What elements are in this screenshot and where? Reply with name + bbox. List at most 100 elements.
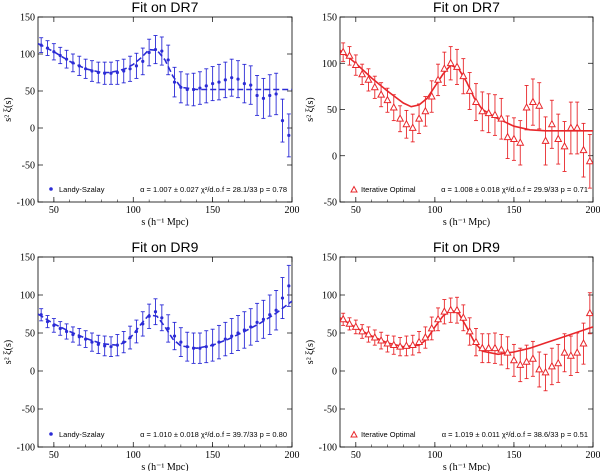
data-point bbox=[396, 342, 405, 350]
y-tick-label: 150 bbox=[322, 13, 337, 24]
data-point bbox=[579, 338, 588, 347]
data-point bbox=[274, 92, 278, 96]
data-point bbox=[198, 86, 202, 90]
data-point bbox=[172, 334, 177, 338]
data-point bbox=[364, 75, 373, 83]
data-point bbox=[223, 337, 227, 341]
data-point bbox=[103, 71, 107, 75]
data-point bbox=[287, 133, 291, 137]
x-axis-label: s (h⁻¹ Mpc) bbox=[443, 217, 490, 228]
data-point bbox=[446, 305, 455, 314]
data-point bbox=[408, 340, 417, 349]
data-point bbox=[446, 58, 455, 67]
data-point bbox=[128, 335, 132, 340]
axes-frame bbox=[37, 256, 293, 448]
data-point bbox=[345, 51, 354, 59]
data-point bbox=[547, 119, 556, 128]
y-tick-label: 50 bbox=[327, 105, 337, 116]
x-tick-label: 150 bbox=[205, 450, 220, 461]
data-point bbox=[377, 90, 386, 98]
data-point bbox=[389, 102, 398, 111]
data-point bbox=[528, 97, 537, 105]
data-point bbox=[547, 361, 556, 370]
data-point bbox=[484, 108, 493, 117]
data-point bbox=[52, 50, 56, 54]
panel-title: Fit on DR9 bbox=[433, 239, 500, 255]
data-point bbox=[427, 323, 436, 332]
y-tick-label: 150 bbox=[322, 253, 337, 264]
data-point bbox=[217, 340, 221, 344]
data-point bbox=[64, 57, 69, 61]
fit-curve bbox=[340, 309, 593, 356]
data-point bbox=[509, 134, 518, 142]
y-tick-label: -50 bbox=[324, 198, 337, 209]
data-point bbox=[153, 310, 158, 314]
data-point bbox=[147, 314, 151, 318]
x-tick-label: 50 bbox=[49, 205, 59, 216]
legend-marker bbox=[350, 185, 358, 193]
data-point bbox=[402, 119, 411, 128]
data-point bbox=[573, 348, 582, 356]
data-point bbox=[134, 64, 139, 68]
data-point bbox=[585, 156, 593, 165]
data-point bbox=[84, 67, 88, 71]
data-point bbox=[71, 61, 75, 65]
data-point bbox=[122, 69, 126, 73]
plot-area bbox=[340, 42, 593, 189]
data-point bbox=[191, 87, 196, 92]
data-point bbox=[236, 77, 240, 81]
data-point bbox=[535, 364, 544, 373]
data-point bbox=[242, 82, 246, 86]
data-point bbox=[236, 331, 240, 335]
axes-frame bbox=[37, 16, 293, 203]
legend-label: Iterative Optimal bbox=[361, 185, 416, 194]
data-point bbox=[249, 83, 253, 87]
data-point bbox=[71, 332, 75, 337]
data-point bbox=[160, 49, 164, 53]
data-point bbox=[255, 93, 259, 98]
data-point bbox=[560, 348, 569, 356]
data-point bbox=[415, 114, 424, 122]
data-point bbox=[351, 322, 360, 330]
data-point bbox=[579, 145, 588, 154]
data-point bbox=[45, 46, 50, 50]
data-point bbox=[358, 69, 367, 78]
data-point bbox=[522, 102, 531, 111]
data-point bbox=[58, 326, 62, 331]
data-point bbox=[459, 313, 468, 321]
y-tick-label: -50 bbox=[324, 405, 337, 416]
data-point bbox=[141, 322, 145, 326]
data-point bbox=[522, 357, 531, 365]
data-point bbox=[160, 316, 164, 320]
data-point bbox=[217, 80, 221, 84]
data-point bbox=[84, 337, 88, 341]
data-point bbox=[452, 305, 462, 314]
plot-area bbox=[340, 292, 593, 392]
data-point bbox=[185, 345, 189, 349]
data-point bbox=[147, 50, 151, 55]
data-point bbox=[440, 307, 449, 315]
data-point bbox=[465, 326, 474, 335]
data-point bbox=[166, 58, 170, 62]
y-tick-label: -100 bbox=[17, 198, 35, 209]
data-point bbox=[274, 308, 278, 312]
data-point bbox=[185, 87, 189, 92]
data-point bbox=[230, 334, 234, 338]
data-point bbox=[345, 319, 354, 327]
data-point bbox=[434, 75, 443, 83]
data-point bbox=[77, 64, 81, 68]
data-point bbox=[434, 314, 443, 323]
legend-stats: α = 1.008 ± 0.018 χ²/d.o.f = 29.9/33 p =… bbox=[441, 185, 588, 194]
data-point bbox=[452, 62, 462, 70]
y-tick-label: 150 bbox=[20, 13, 35, 24]
data-point bbox=[255, 320, 259, 324]
legend-stats: α = 1.010 ± 0.018 χ²/d.o.f = 39.7/33 p =… bbox=[140, 430, 287, 439]
data-point bbox=[261, 96, 266, 100]
legend-label: Landy-Szalay bbox=[59, 185, 105, 194]
fit-curve bbox=[38, 42, 292, 91]
data-point bbox=[77, 335, 81, 339]
data-point bbox=[554, 358, 563, 367]
data-point bbox=[153, 47, 158, 52]
y-tick-label: 0 bbox=[30, 367, 35, 378]
data-point bbox=[103, 344, 107, 348]
